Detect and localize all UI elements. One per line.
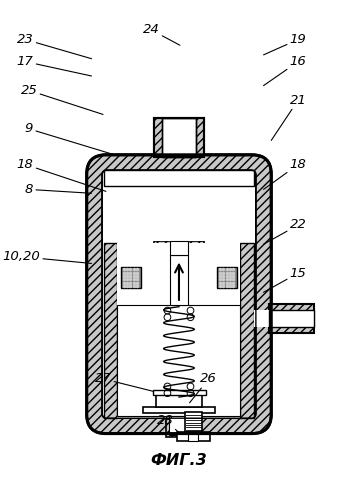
Text: 24: 24 [143, 23, 180, 45]
Bar [117, 305, 241, 416]
Text: 28: 28 [157, 414, 180, 434]
Text: 19: 19 [264, 33, 307, 55]
FancyBboxPatch shape [87, 155, 271, 434]
Bar [156, 395, 202, 407]
Text: 9: 9 [25, 122, 115, 155]
Bar [254, 309, 273, 327]
Text: 10,20: 10,20 [2, 250, 92, 263]
Bar [170, 242, 188, 255]
Text: 26: 26 [190, 372, 217, 403]
Bar [169, 416, 189, 436]
Text: 8: 8 [25, 183, 92, 196]
Text: ФИГ.3: ФИГ.3 [151, 453, 207, 468]
Text: 16: 16 [264, 55, 307, 86]
Text: 25: 25 [21, 84, 103, 114]
FancyBboxPatch shape [102, 170, 256, 418]
Bar [142, 255, 216, 305]
Bar [153, 390, 206, 395]
Text: 18: 18 [17, 158, 106, 191]
Bar [185, 413, 202, 432]
Bar [269, 304, 314, 333]
Bar [104, 170, 254, 242]
Bar [154, 118, 204, 157]
Bar [188, 432, 198, 441]
Bar [162, 118, 196, 157]
Bar [217, 267, 237, 288]
Bar [241, 243, 254, 418]
Text: 27: 27 [95, 372, 153, 391]
Bar [170, 255, 188, 305]
Bar [154, 242, 204, 255]
Text: 15: 15 [264, 266, 307, 292]
Bar [162, 118, 196, 157]
Bar [166, 418, 192, 438]
Bar [121, 267, 141, 288]
Bar [154, 118, 204, 157]
Text: 21: 21 [271, 93, 307, 140]
Bar [177, 432, 210, 441]
Text: 22: 22 [264, 219, 307, 244]
Text: 18: 18 [264, 158, 307, 190]
Bar [269, 309, 314, 327]
Text: 17: 17 [17, 55, 92, 76]
Bar [104, 243, 117, 418]
Bar [143, 407, 216, 413]
Bar [104, 170, 254, 186]
Bar [117, 243, 241, 418]
Text: 23: 23 [17, 33, 92, 59]
